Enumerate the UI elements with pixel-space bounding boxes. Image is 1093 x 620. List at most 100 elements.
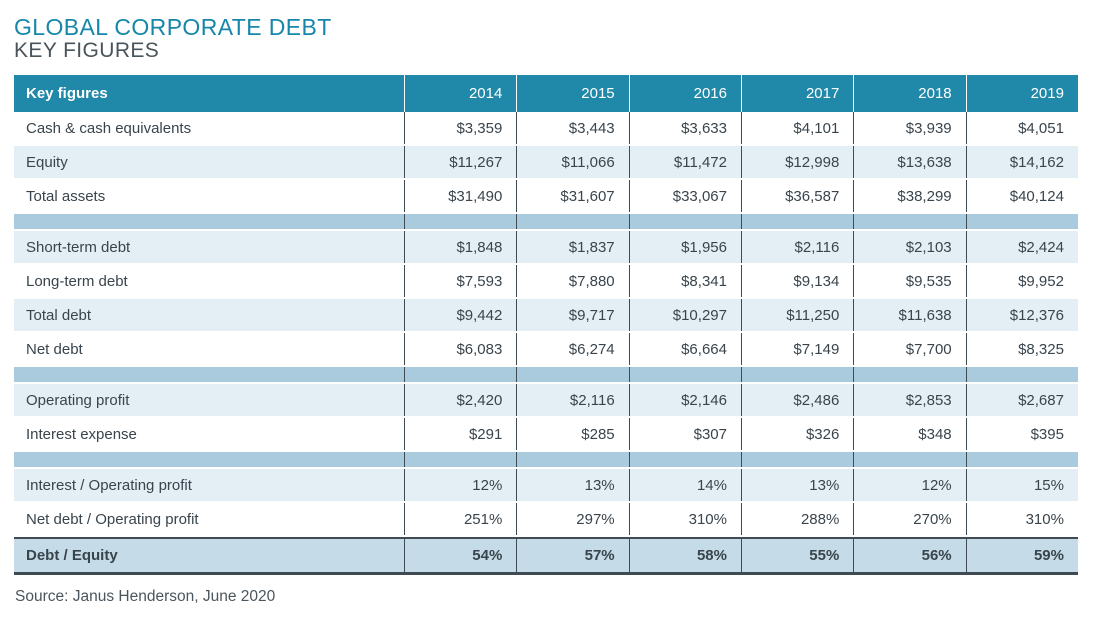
cell-value: $2,116 <box>740 231 853 264</box>
cell-value: $7,593 <box>404 265 516 298</box>
cell-value: $10,297 <box>628 299 741 332</box>
key-figures-table: Key figures 2014 2015 2016 2017 2018 201… <box>14 75 1078 576</box>
cell-value: 251% <box>404 503 516 536</box>
row-label: Equity <box>26 153 68 171</box>
row-label: Operating profit <box>26 391 130 409</box>
section-separator <box>14 452 1078 470</box>
cell-value: $2,146 <box>628 384 741 417</box>
cell-value: 13% <box>516 469 628 502</box>
row-label: Total debt <box>26 306 92 324</box>
row-label: Interest expense <box>26 425 137 443</box>
cell-value: $3,633 <box>628 112 741 145</box>
page-title: GLOBAL CORPORATE DEBT <box>14 14 332 40</box>
header-year-2017: 2017 <box>740 75 853 113</box>
section-separator <box>14 214 1078 232</box>
cell-value: 310% <box>965 503 1078 536</box>
header-year-2019: 2019 <box>965 75 1078 113</box>
report-page: GLOBAL CORPORATE DEBT KEY FIGURES Key fi… <box>14 14 1078 606</box>
cell-value: 14% <box>628 469 741 502</box>
table-row-net-debt-operating-profit: Net debt / Operating profit 251% 297% 31… <box>14 503 1078 538</box>
cell-value: $2,424 <box>965 231 1078 264</box>
cell-value: $11,066 <box>516 146 628 179</box>
cell-value: $9,952 <box>965 265 1078 298</box>
table-row-short-term-debt: Short-term debt $1,848 $1,837 $1,956 $2,… <box>14 231 1078 266</box>
cell-value: 57% <box>516 539 628 573</box>
cell-value: $8,341 <box>628 265 741 298</box>
cell-value: 13% <box>740 469 853 502</box>
cell-value: $7,880 <box>516 265 628 298</box>
cell-value: $6,274 <box>516 333 628 366</box>
header-key-figures: Key figures <box>26 85 108 103</box>
cell-value: $12,998 <box>740 146 853 179</box>
table-row-total-assets: Total assets $31,490 $31,607 $33,067 $36… <box>14 180 1078 215</box>
cell-value: $40,124 <box>965 180 1078 213</box>
page-subtitle: KEY FIGURES <box>14 39 160 63</box>
cell-value: $38,299 <box>853 180 965 213</box>
cell-value: $9,535 <box>853 265 965 298</box>
cell-value: $7,149 <box>740 333 853 366</box>
row-label: Net debt <box>26 340 83 358</box>
cell-value: $326 <box>740 418 853 451</box>
cell-value: 15% <box>965 469 1078 502</box>
header-year-2016: 2016 <box>628 75 741 113</box>
header-year-2014: 2014 <box>404 75 516 113</box>
cell-value: $4,101 <box>740 112 853 145</box>
cell-value: $9,134 <box>740 265 853 298</box>
cell-value: $1,848 <box>404 231 516 264</box>
cell-value: $2,687 <box>965 384 1078 417</box>
table-header-row: Key figures 2014 2015 2016 2017 2018 201… <box>14 75 1078 113</box>
table-row-interest-operating-profit: Interest / Operating profit 12% 13% 14% … <box>14 469 1078 504</box>
cell-value: $2,420 <box>404 384 516 417</box>
cell-value: $285 <box>516 418 628 451</box>
cell-value: $11,472 <box>628 146 741 179</box>
cell-value: 288% <box>740 503 853 536</box>
cell-value: $3,359 <box>404 112 516 145</box>
cell-value: $395 <box>965 418 1078 451</box>
row-label: Debt / Equity <box>26 547 118 565</box>
table-row-interest-expense: Interest expense $291 $285 $307 $326 $34… <box>14 418 1078 453</box>
section-separator <box>14 367 1078 385</box>
cell-value: $6,664 <box>628 333 741 366</box>
cell-value: $2,853 <box>853 384 965 417</box>
cell-value: $31,490 <box>404 180 516 213</box>
source-note: Source: Janus Henderson, June 2020 <box>15 588 276 606</box>
cell-value: $33,067 <box>628 180 741 213</box>
header-year-2018: 2018 <box>853 75 965 113</box>
cell-value: 59% <box>965 539 1078 573</box>
cell-value: $291 <box>404 418 516 451</box>
cell-value: $36,587 <box>740 180 853 213</box>
cell-value: 55% <box>740 539 853 573</box>
cell-value: $13,638 <box>853 146 965 179</box>
cell-value: $2,103 <box>853 231 965 264</box>
cell-value: 297% <box>516 503 628 536</box>
cell-value: 54% <box>404 539 516 573</box>
cell-value: $348 <box>853 418 965 451</box>
cell-value: 58% <box>628 539 741 573</box>
cell-value: 12% <box>853 469 965 502</box>
cell-value: $4,051 <box>965 112 1078 145</box>
cell-value: $6,083 <box>404 333 516 366</box>
cell-value: $14,162 <box>965 146 1078 179</box>
table-row-equity: Equity $11,267 $11,066 $11,472 $12,998 $… <box>14 146 1078 181</box>
cell-value: 56% <box>853 539 965 573</box>
cell-value: 270% <box>853 503 965 536</box>
table-row-net-debt: Net debt $6,083 $6,274 $6,664 $7,149 $7,… <box>14 333 1078 368</box>
cell-value: $11,267 <box>404 146 516 179</box>
row-label: Short-term debt <box>26 238 131 256</box>
row-label: Net debt / Operating profit <box>26 510 199 528</box>
cell-value: $7,700 <box>853 333 965 366</box>
cell-value: $2,486 <box>740 384 853 417</box>
row-label: Total assets <box>26 187 106 205</box>
row-label: Long-term debt <box>26 272 128 290</box>
cell-value: $1,837 <box>516 231 628 264</box>
cell-value: 12% <box>404 469 516 502</box>
cell-value: $2,116 <box>516 384 628 417</box>
table-row-debt-equity: Debt / Equity 54% 57% 58% 55% 56% 59% <box>14 537 1078 576</box>
row-label: Interest / Operating profit <box>26 476 192 494</box>
cell-value: $9,442 <box>404 299 516 332</box>
header-year-2015: 2015 <box>516 75 628 113</box>
cell-value: $31,607 <box>516 180 628 213</box>
cell-value: $12,376 <box>965 299 1078 332</box>
cell-value: 310% <box>628 503 741 536</box>
cell-value: $3,939 <box>853 112 965 145</box>
